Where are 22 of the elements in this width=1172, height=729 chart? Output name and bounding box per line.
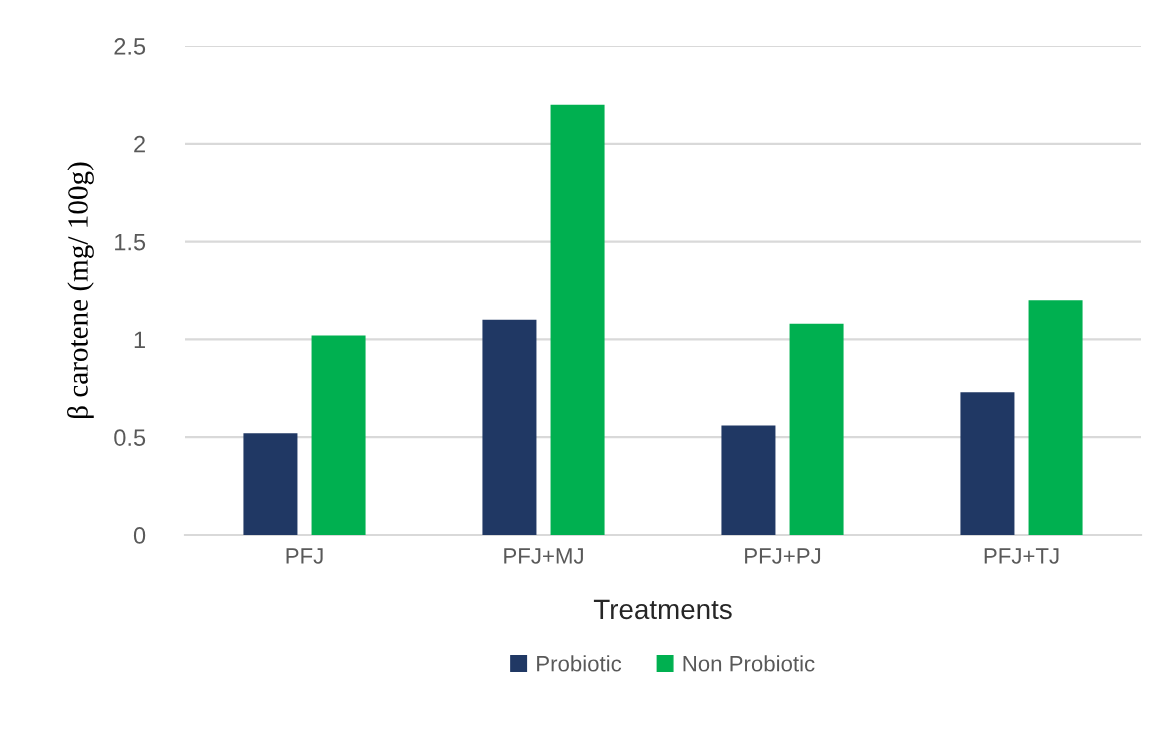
y-tick-label: 1 — [134, 331, 145, 348]
bar — [482, 319, 537, 535]
y-tick-label: 0.5 — [114, 429, 146, 446]
x-axis-title: Treatments — [593, 599, 732, 620]
bar — [721, 425, 776, 535]
x-tick-label: PFJ — [286, 548, 323, 564]
x-tick-label: PFJ+TJ — [984, 548, 1059, 564]
y-tick-label: 2.5 — [114, 38, 146, 55]
x-tick-label: PFJ+MJ — [504, 548, 583, 564]
y-axis-title: β carotene (mg/ 100g) — [67, 162, 94, 418]
bar — [243, 433, 298, 535]
legend-label: Probiotic — [537, 655, 622, 672]
y-tick-label: 2 — [134, 135, 145, 153]
y-tick-label: 1.5 — [115, 233, 146, 251]
bar — [550, 104, 605, 535]
bar — [311, 335, 366, 535]
bar — [1028, 300, 1083, 535]
x-tick-label: PFJ+PJ — [745, 548, 821, 564]
bar — [960, 392, 1015, 535]
y-tick-label: 0 — [133, 527, 146, 544]
bar — [789, 323, 844, 535]
legend-label: Non Probiotic — [683, 655, 815, 672]
